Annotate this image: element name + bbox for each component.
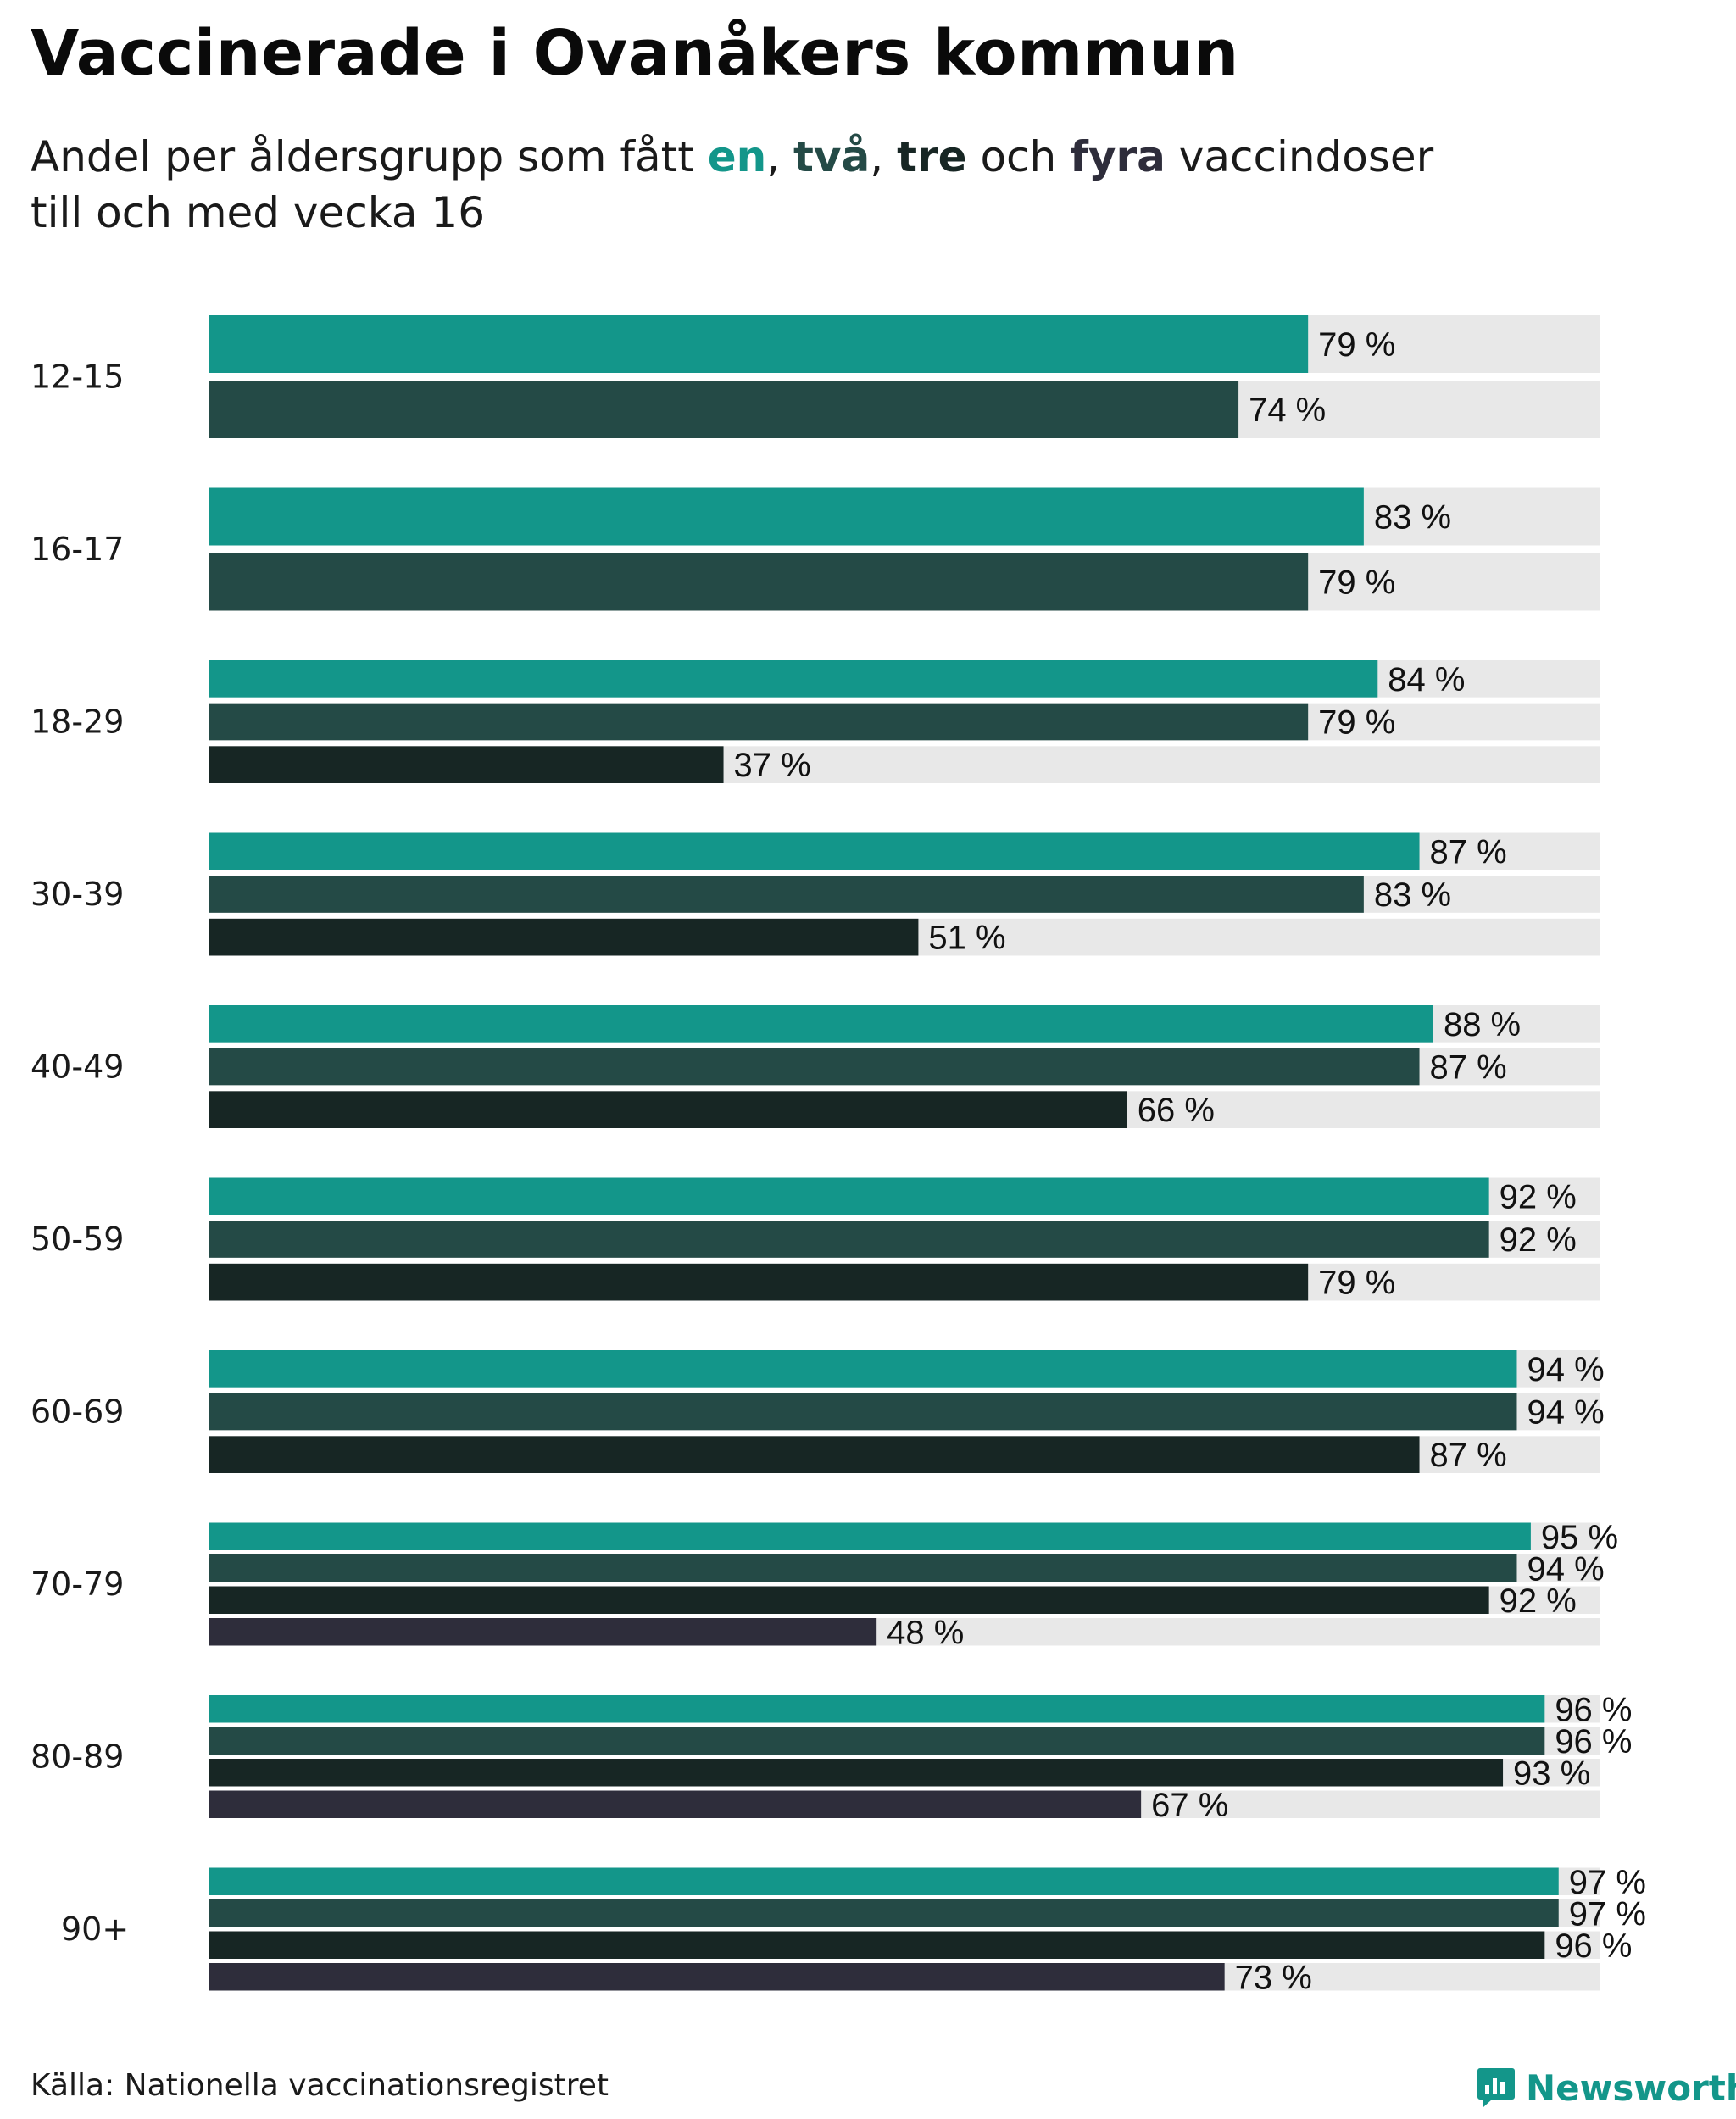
bar-en xyxy=(209,832,1420,870)
bar-tre xyxy=(209,1091,1127,1128)
value-label: 87 % xyxy=(1430,833,1507,870)
value-label: 92 % xyxy=(1500,1582,1577,1620)
value-label: 96 % xyxy=(1555,1723,1632,1760)
bar-två xyxy=(209,1393,1517,1431)
group-label: 16-17 xyxy=(31,531,124,568)
value-label: 96 % xyxy=(1555,1927,1632,1965)
group-label: 40-49 xyxy=(31,1048,124,1086)
value-label: 97 % xyxy=(1569,1864,1646,1901)
subtitle-keyword-en: en xyxy=(707,132,767,181)
bar-två xyxy=(209,703,1309,741)
subtitle-text: vaccindoser xyxy=(1165,132,1434,181)
bar-två xyxy=(209,1727,1545,1755)
newsworthy-logo-icon xyxy=(1477,2068,1515,2107)
bar-en xyxy=(209,1350,1517,1388)
value-label: 79 % xyxy=(1318,1265,1395,1302)
value-label: 79 % xyxy=(1318,565,1395,602)
chart-subtitle: Andel per åldersgrupp som fått en, två, … xyxy=(31,129,1433,241)
group-label: 30-39 xyxy=(31,876,124,913)
group-label: 90+ xyxy=(61,1910,129,1948)
group-label: 18-29 xyxy=(31,704,124,741)
bar-fyra xyxy=(209,1790,1142,1818)
subtitle-keyword-tre: tre xyxy=(897,132,967,181)
source-note: Källa: Nationella vaccinationsregistret xyxy=(31,2068,609,2103)
value-label: 87 % xyxy=(1430,1437,1507,1474)
bar-två xyxy=(209,1554,1517,1582)
value-label: 94 % xyxy=(1527,1394,1604,1432)
bar-tre xyxy=(209,918,919,956)
group-label: 50-59 xyxy=(31,1221,124,1258)
value-label: 67 % xyxy=(1151,1787,1228,1824)
value-label: 92 % xyxy=(1500,1178,1577,1215)
bar-en xyxy=(209,660,1378,698)
value-label: 79 % xyxy=(1318,704,1395,742)
subtitle-separator: , xyxy=(766,132,794,181)
bar-två xyxy=(209,1899,1559,1927)
value-label: 94 % xyxy=(1527,1351,1604,1388)
bar-tre xyxy=(209,746,724,783)
bar-en xyxy=(209,1867,1559,1895)
value-label: 48 % xyxy=(887,1614,964,1651)
chart-title: Vaccinerade i Ovanåkers kommun xyxy=(31,17,1239,90)
value-label: 37 % xyxy=(734,747,811,784)
value-label: 73 % xyxy=(1235,1959,1312,1996)
bar-chart: 12-15 79 % 74 % 16-17 83 % 79 % 18-29 84 % 79 % 3… xyxy=(31,315,1646,1996)
value-label: 87 % xyxy=(1430,1049,1507,1087)
value-label: 97 % xyxy=(1569,1895,1646,1933)
bar-tre xyxy=(209,1931,1545,1959)
bar-fyra xyxy=(209,1963,1225,1991)
value-label: 84 % xyxy=(1388,661,1465,698)
value-label: 79 % xyxy=(1318,326,1395,364)
bar-två xyxy=(209,1048,1420,1086)
value-label: 95 % xyxy=(1541,1519,1618,1556)
bar-tre xyxy=(209,1759,1504,1787)
bar-en xyxy=(209,315,1309,373)
bar-två xyxy=(209,381,1239,438)
group-label: 12-15 xyxy=(31,359,124,396)
bar-två xyxy=(209,1221,1489,1258)
group-label: 80-89 xyxy=(31,1738,124,1776)
subtitle-text: Andel per åldersgrupp som fått xyxy=(31,132,708,181)
value-label: 96 % xyxy=(1555,1691,1632,1728)
bar-fyra xyxy=(209,1618,877,1646)
subtitle-keyword-fyra: fyra xyxy=(1070,132,1166,181)
subtitle-line-2: till och med vecka 16 xyxy=(31,188,486,237)
bar-en xyxy=(209,1005,1433,1043)
bar-tre xyxy=(209,1263,1309,1301)
value-label: 83 % xyxy=(1374,876,1451,914)
value-label: 83 % xyxy=(1374,499,1451,537)
bar-en xyxy=(209,1177,1489,1215)
bar-två xyxy=(209,876,1364,913)
subtitle-keyword-tva: två xyxy=(793,132,871,181)
value-label: 92 % xyxy=(1500,1221,1577,1259)
subtitle-separator: , xyxy=(870,132,898,181)
bar-två xyxy=(209,553,1309,611)
value-label: 88 % xyxy=(1444,1006,1521,1043)
value-label: 94 % xyxy=(1527,1550,1604,1588)
bar-en xyxy=(209,1522,1531,1550)
group-label: 70-79 xyxy=(31,1566,124,1603)
value-label: 66 % xyxy=(1138,1092,1215,1129)
value-label: 51 % xyxy=(928,920,1005,957)
subtitle-text: och xyxy=(966,132,1071,181)
brand-name: Newsworthy xyxy=(1526,2066,1736,2109)
value-label: 74 % xyxy=(1249,392,1326,429)
bar-tre xyxy=(209,1586,1489,1614)
brand-logo: Newsworthy xyxy=(1477,2066,1736,2109)
bar-en xyxy=(209,487,1364,546)
bar-en xyxy=(209,1695,1545,1723)
bar-tre xyxy=(209,1436,1420,1473)
value-label: 93 % xyxy=(1513,1755,1590,1792)
group-label: 60-69 xyxy=(31,1393,124,1431)
